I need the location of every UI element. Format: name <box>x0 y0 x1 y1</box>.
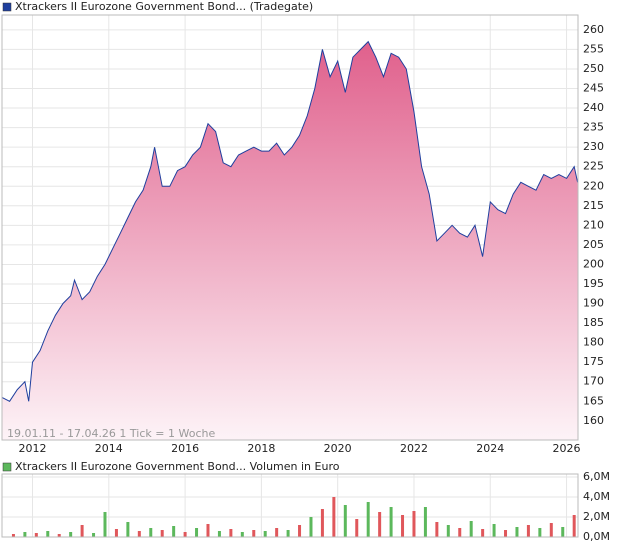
bar <box>309 517 313 537</box>
x-tick-label: 2020 <box>324 442 352 455</box>
legend-icon <box>2 462 12 472</box>
bar <box>412 511 416 537</box>
bar <box>206 524 210 537</box>
bar <box>481 529 485 537</box>
bar <box>320 509 324 537</box>
x-tick-label: 2026 <box>553 442 581 455</box>
y-tick-label: 195 <box>583 277 604 290</box>
chart-title: Xtrackers II Eurozone Government Bond...… <box>15 0 313 13</box>
bar <box>286 530 290 537</box>
bar <box>172 526 176 537</box>
y-tick-label: 215 <box>583 199 604 212</box>
y-tick-label: 4,0M <box>583 490 610 503</box>
y-tick-label: 180 <box>583 336 604 349</box>
chart-title: Xtrackers II Eurozone Government Bond...… <box>15 460 340 473</box>
y-tick-label: 220 <box>583 179 604 192</box>
bar <box>504 530 508 537</box>
y-tick-label: 260 <box>583 23 604 36</box>
bar <box>332 497 336 537</box>
y-tick-label: 245 <box>583 82 604 95</box>
bar <box>34 533 38 537</box>
y-tick-label: 225 <box>583 160 604 173</box>
plot-frame <box>1 473 579 538</box>
bar <box>378 512 382 537</box>
y-tick-label: 160 <box>583 414 604 427</box>
bar <box>355 519 359 537</box>
x-tick-label: 2024 <box>476 442 504 455</box>
y-tick-label: 250 <box>583 62 604 75</box>
bar <box>526 525 530 537</box>
bar <box>195 528 199 537</box>
bar <box>469 521 473 537</box>
x-tick-label: 2014 <box>95 442 123 455</box>
y-tick-label: 230 <box>583 140 604 153</box>
x-tick-label: 2016 <box>171 442 199 455</box>
bar <box>458 528 462 537</box>
plot <box>1 14 579 441</box>
bar <box>435 522 439 537</box>
bar <box>492 524 496 537</box>
x-tick-label: 2012 <box>19 442 47 455</box>
bar <box>126 522 130 537</box>
y-tick-label: 175 <box>583 355 604 368</box>
bar <box>423 507 427 537</box>
bar <box>561 527 565 537</box>
y-tick-label: 190 <box>583 297 604 310</box>
bar <box>46 531 50 537</box>
bar <box>11 534 15 537</box>
bar <box>515 527 519 537</box>
y-tick-label: 185 <box>583 316 604 329</box>
legend-icon <box>2 2 12 12</box>
x-tick-label: 2022 <box>400 442 428 455</box>
bar <box>389 507 393 537</box>
y-tick-label: 6,0M <box>583 470 610 483</box>
y-tick-label: 255 <box>583 42 604 55</box>
area <box>2 41 578 440</box>
bar <box>137 531 141 537</box>
bar <box>275 528 279 537</box>
bar <box>114 529 118 537</box>
bar <box>366 502 370 537</box>
bar <box>149 528 153 537</box>
bar <box>57 534 61 537</box>
bar <box>298 525 302 537</box>
y-tick-label: 205 <box>583 238 604 251</box>
y-tick-label: 165 <box>583 394 604 407</box>
bar <box>446 525 450 537</box>
bar <box>217 531 221 537</box>
price-line <box>1 40 579 402</box>
bar <box>183 532 187 537</box>
plot-frame <box>1 14 579 441</box>
x-tick-label: 2018 <box>247 442 275 455</box>
bar <box>229 529 233 537</box>
bar <box>343 505 347 537</box>
y-tick-label: 210 <box>583 218 604 231</box>
plot <box>1 473 579 538</box>
bar <box>23 532 27 537</box>
y-tick-label: 235 <box>583 121 604 134</box>
y-tick-label: 0,0M <box>583 530 610 543</box>
y-tick-label: 2,0M <box>583 510 610 523</box>
bar <box>103 512 107 537</box>
y-tick-label: 240 <box>583 101 604 114</box>
bar <box>69 532 73 537</box>
bar <box>240 532 244 537</box>
y-tick-label: 170 <box>583 375 604 388</box>
bar <box>538 528 542 537</box>
bar <box>549 523 553 537</box>
bar <box>252 530 256 537</box>
bar <box>401 515 405 537</box>
bar <box>160 530 164 537</box>
y-tick-label: 200 <box>583 257 604 270</box>
bar <box>92 533 96 537</box>
bar <box>263 531 267 537</box>
bar <box>572 515 576 537</box>
annotation: 19.01.11 - 17.04.26 1 Tick = 1 Woche <box>7 427 215 440</box>
bar <box>80 525 84 537</box>
